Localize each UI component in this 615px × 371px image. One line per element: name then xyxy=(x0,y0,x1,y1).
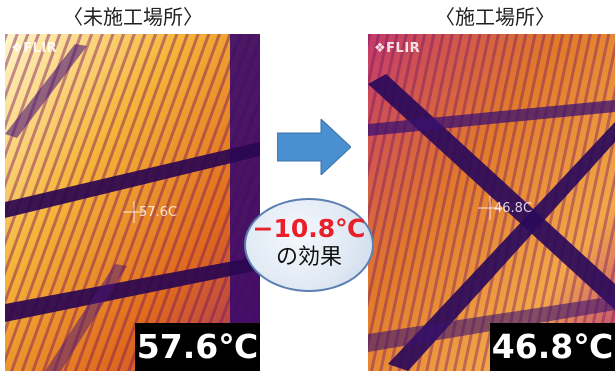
effect-label: の効果 xyxy=(275,245,342,270)
flir-logo: ❖FLIR xyxy=(11,41,58,56)
temperature-readout: 57.6℃ xyxy=(135,323,260,371)
crosshair-reading: 57.6C xyxy=(139,205,178,220)
right-caption: 〈施工場所〉 xyxy=(435,5,555,29)
temperature-readout: 46.8℃ xyxy=(490,323,615,371)
thermal-picture-treated xyxy=(368,34,615,371)
crosshair-reading: 46.8C xyxy=(494,201,533,216)
effect-bubble: −10.8℃ の効果 xyxy=(244,198,374,292)
thermal-image-untreated: ❖FLIR 57.6C 57.6℃ xyxy=(5,34,260,371)
right-arrow-icon xyxy=(276,117,352,179)
flir-logo: ❖FLIR xyxy=(374,41,421,56)
effect-value: −10.8℃ xyxy=(252,214,366,243)
thermal-picture-untreated xyxy=(5,34,260,371)
thermal-image-treated: ❖FLIR 46.8C 46.8℃ xyxy=(368,34,615,371)
left-caption: 〈未施工場所〉 xyxy=(63,5,203,29)
